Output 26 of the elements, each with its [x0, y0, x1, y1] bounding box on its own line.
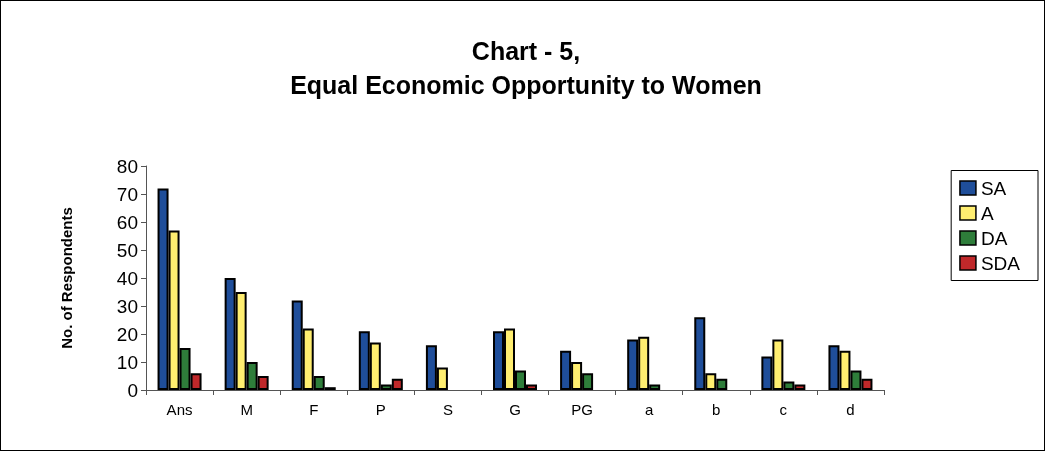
- x-tick-label: b: [712, 401, 721, 418]
- y-axis-title: No. of Respondents: [58, 207, 75, 349]
- y-tick-label: 30: [116, 295, 138, 317]
- y-tick-label: 10: [116, 351, 138, 373]
- y-tick-label: 60: [116, 211, 138, 233]
- legend-label: SDA: [980, 252, 1021, 274]
- y-tick-label: 50: [116, 239, 138, 261]
- x-tick-label: F: [309, 401, 319, 418]
- x-tick-label: c: [779, 401, 788, 418]
- y-tick-label: 40: [116, 267, 138, 289]
- x-tick-label: G: [509, 401, 521, 418]
- x-tick-label: M: [240, 401, 253, 418]
- y-tick-label: 70: [116, 183, 138, 205]
- x-tick-label: a: [645, 401, 655, 418]
- x-tick-label: P: [375, 401, 386, 418]
- x-tick-label: d: [846, 401, 855, 418]
- x-tick-label: S: [442, 401, 453, 418]
- legend-label: DA: [980, 227, 1008, 249]
- legend-label: A: [980, 202, 994, 224]
- legend-label: SA: [980, 177, 1007, 199]
- y-tick-label: 20: [116, 323, 138, 345]
- chart-title: Chart - 5, Equal Economic Opportunity to Women: [290, 37, 762, 99]
- x-tick-label: Ans: [166, 401, 193, 418]
- y-tick-label: 0: [127, 379, 138, 401]
- x-tick-label: PG: [571, 401, 593, 418]
- y-tick-label: 80: [116, 155, 138, 177]
